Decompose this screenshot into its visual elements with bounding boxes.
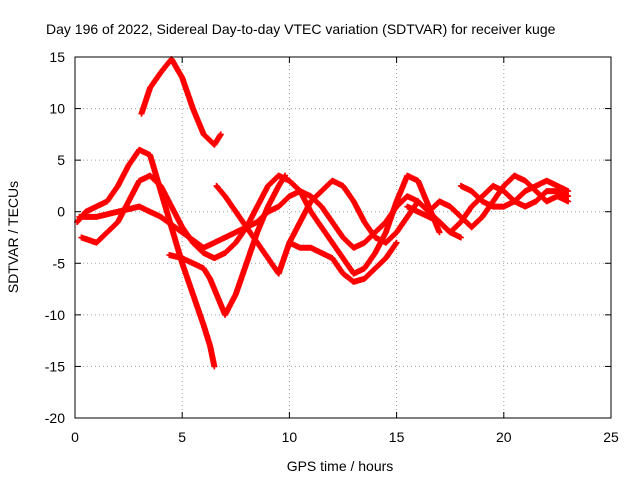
series-track-d xyxy=(138,56,224,148)
series-track-e xyxy=(166,172,289,318)
series-markers xyxy=(138,56,224,148)
x-tick-label: 5 xyxy=(178,429,186,445)
series-markers xyxy=(213,177,421,277)
data-layer xyxy=(74,56,572,370)
y-tick-label: -15 xyxy=(45,358,65,374)
series-markers xyxy=(457,177,572,210)
chart-title: Day 196 of 2022, Sidereal Day-to-day VTE… xyxy=(46,21,556,37)
y-tick-label: 0 xyxy=(57,204,65,220)
x-tick-label: 15 xyxy=(389,429,405,445)
series-track-f xyxy=(213,177,421,277)
y-tick-label: -10 xyxy=(45,307,65,323)
x-tick-label: 25 xyxy=(603,429,619,445)
x-tick-label: 20 xyxy=(496,429,512,445)
y-tick-label: 10 xyxy=(49,101,65,117)
axis-ticks: 0 5 10 15 20 25 -20 -15 -10 -5 0 5 10 15 xyxy=(45,49,619,445)
y-axis-label: SDTVAR / TECUs xyxy=(5,181,21,293)
x-tick-label: 10 xyxy=(282,429,298,445)
y-tick-label: -20 xyxy=(45,410,65,426)
y-tick-label: 5 xyxy=(57,152,65,168)
x-axis-label: GPS time / hours xyxy=(287,458,394,474)
x-tick-label: 0 xyxy=(71,429,79,445)
grid xyxy=(75,57,611,418)
series-track-j xyxy=(457,177,572,210)
series-markers xyxy=(286,239,400,285)
series-markers xyxy=(166,172,289,318)
y-tick-label: -5 xyxy=(53,255,66,271)
plot-frame xyxy=(74,56,612,419)
y-tick-label: 15 xyxy=(49,49,65,65)
series-track-g xyxy=(286,239,400,285)
